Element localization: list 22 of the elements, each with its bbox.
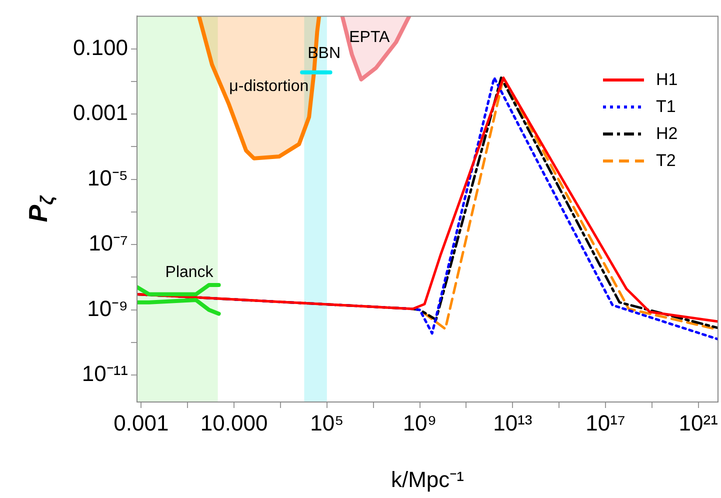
legend-label: H1 <box>656 70 678 90</box>
x-tick-label: 10⁹ <box>402 410 437 436</box>
x-tick-label: 10⁵ <box>310 410 344 436</box>
y-tick-label: 10⁻⁹ <box>87 296 128 321</box>
annotation: μ-distortion <box>229 78 309 95</box>
y-tick-label: 10⁻⁷ <box>88 230 128 256</box>
x-tick-label: 10¹³ <box>493 410 532 436</box>
legend-label: T2 <box>656 150 676 171</box>
annotation: Planck <box>165 264 214 281</box>
x-tick-label: 10.000 <box>200 410 268 436</box>
legend-label: H2 <box>656 124 678 144</box>
x-tick-label: 10²¹ <box>678 410 718 436</box>
y-axis-title: Pζ <box>23 194 57 222</box>
y-tick-label: 10⁻¹¹ <box>82 361 128 386</box>
x-axis-title: k/Mpc⁻¹ <box>390 466 464 492</box>
legend-label: T1 <box>656 96 676 117</box>
x-tick-label: 0.001 <box>114 410 169 436</box>
y-tick-label: 10⁻⁵ <box>87 165 128 190</box>
annotation: EPTA <box>349 29 390 46</box>
y-tick-label: 0.100 <box>72 34 128 60</box>
x-tick-label: 10¹⁷ <box>586 410 626 436</box>
y-tick-label: 0.001 <box>72 100 128 126</box>
